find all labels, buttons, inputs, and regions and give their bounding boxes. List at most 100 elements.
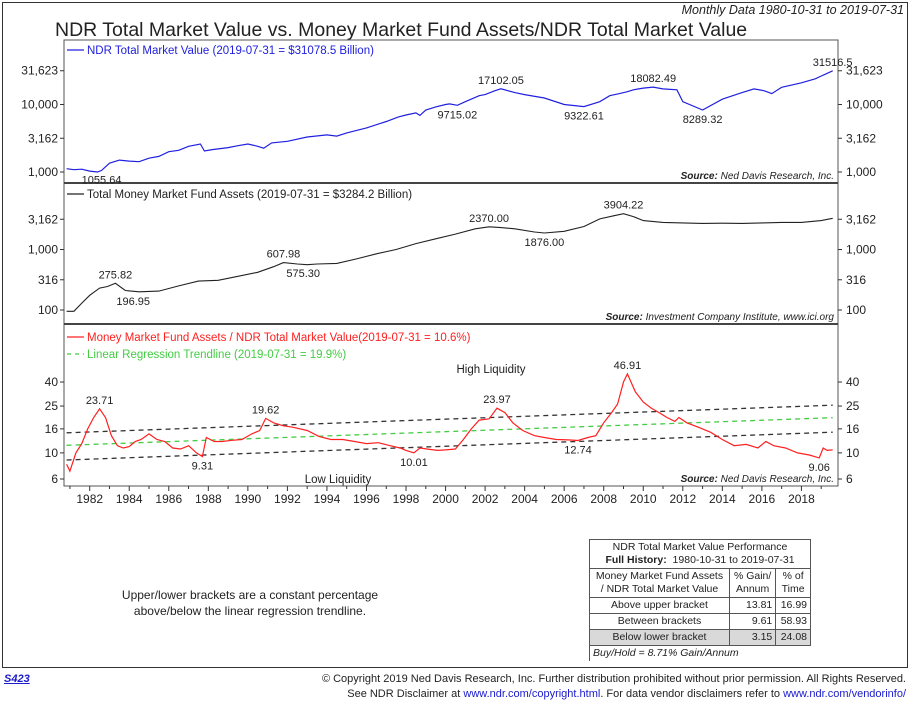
data-label: 275.82	[99, 269, 133, 281]
x-tick-label: 1982	[76, 492, 103, 506]
y-tick-label-left: 10,000	[21, 98, 58, 112]
y-tick-label-right: 3,162	[846, 131, 876, 145]
data-label: 23.97	[483, 394, 511, 406]
perf-table-title: NDR Total Market Value Performance Full …	[589, 539, 811, 569]
bracket-note-line-2: above/below the linear regression trendl…	[133, 604, 367, 618]
x-tick-label: 1984	[116, 492, 143, 506]
y-tick-label-right: 1,000	[846, 165, 876, 179]
y-tick-label-left: 6	[51, 472, 58, 486]
performance-table: NDR Total Market Value Performance Full …	[589, 539, 811, 661]
table-row: Above upper bracket 13.81 16.99	[589, 597, 811, 614]
x-tick-label: 2012	[669, 492, 696, 506]
data-label: 9715.02	[438, 109, 478, 121]
data-label: 2370.00	[469, 213, 509, 225]
y-tick-label-left: 10	[45, 446, 59, 460]
trendline	[66, 417, 833, 446]
y-tick-label-left: 25	[45, 399, 59, 413]
data-label: 31516.5	[813, 57, 853, 69]
perf-row-time: 24.08	[775, 629, 811, 646]
mmf-assets-line	[66, 213, 833, 312]
lower-bracket-line	[66, 431, 833, 461]
perf-history: Full History: 1980-10-31 to 2019-07-31	[593, 554, 807, 567]
panel-2-frame	[63, 182, 839, 325]
y-tick-label-right: 10,000	[846, 98, 883, 112]
x-tick-label: 2010	[630, 492, 657, 506]
chart-frame	[2, 2, 908, 668]
y-tick-label-right: 100	[846, 303, 866, 317]
perf-col1-h2: / NDR Total Market Value	[600, 583, 719, 595]
perf-col2-h2: Annum	[735, 583, 770, 595]
data-label: 9322.61	[564, 111, 604, 123]
y-tick-label-left: 1,000	[28, 243, 58, 257]
perf-row-label: Between brackets	[589, 613, 730, 630]
data-label: 1055.64	[82, 174, 122, 186]
high-liquidity-label: High Liquidity	[456, 364, 525, 376]
chart-title: NDR Total Market Value vs. Money Market …	[55, 19, 748, 41]
chart-code-link[interactable]: S423	[4, 673, 30, 685]
perf-history-range: 1980-10-31 to 2019-07-31	[672, 554, 795, 566]
perf-history-label: Full History:	[605, 554, 667, 566]
data-label: 1876.00	[525, 237, 565, 249]
source-label: Source: Ned Davis Research, Inc.	[681, 474, 834, 485]
chart-subtitle: Monthly Data 1980-10-31 to 2019-07-31	[681, 3, 904, 17]
perf-col3-h2: Time	[781, 583, 805, 595]
x-tick-label: 2018	[788, 492, 815, 506]
x-tick-label: 2014	[709, 492, 736, 506]
ratio-line	[66, 372, 833, 473]
copyright-text: © Copyright 2019 Ned Davis Research, Inc…	[321, 673, 906, 685]
disclaimer-prefix: See NDR Disclaimer at	[347, 688, 464, 700]
x-tick-label: 2004	[511, 492, 538, 506]
y-tick-label-left: 3,162	[28, 212, 58, 226]
x-tick-label: 2016	[749, 492, 776, 506]
x-tick-label: 2008	[590, 492, 617, 506]
vendor-info-link[interactable]: www.ndr.com/vendorinfo/	[783, 688, 906, 700]
data-label: 3904.22	[604, 200, 644, 212]
data-label: 10.01	[400, 457, 428, 469]
perf-row-label: Above upper bracket	[589, 597, 730, 614]
legend-market-value-label: NDR Total Market Value (2019-07-31 = $31…	[87, 45, 374, 57]
x-tick-label: 1996	[353, 492, 380, 506]
x-tick-label: 1998	[393, 492, 420, 506]
x-tick-label: 2000	[432, 492, 459, 506]
data-label: 9.06	[809, 462, 830, 474]
y-tick-label-right: 16	[846, 422, 860, 436]
y-tick-label-right: 3,162	[846, 212, 876, 226]
data-label: 575.30	[286, 268, 320, 280]
y-tick-label-right: 316	[846, 273, 866, 287]
data-label: 17102.05	[478, 75, 524, 87]
copyright-link[interactable]: www.ndr.com/copyright.html	[463, 688, 601, 700]
source-label: Source: Investment Company Institute, ww…	[606, 312, 835, 323]
y-tick-label-left: 316	[38, 273, 58, 287]
perf-col2-h1: % Gain/	[733, 570, 772, 582]
perf-row-gain: 3.15	[728, 629, 777, 646]
y-tick-label-right: 31,623	[846, 64, 883, 78]
perf-row-gain: 13.81	[728, 597, 777, 614]
y-tick-label-left: 40	[45, 375, 59, 389]
y-tick-label-right: 40	[846, 375, 860, 389]
data-label: 607.98	[267, 249, 301, 261]
legend-ratio-label: Money Market Fund Assets / NDR Total Mar…	[87, 332, 471, 344]
disclaimer-mid: . For data vendor disclaimers refer to	[600, 688, 784, 700]
perf-row-label: Below lower bracket	[589, 629, 730, 646]
perf-col-header-time: % of Time	[775, 568, 811, 598]
low-liquidity-label: Low Liquidity	[305, 474, 372, 486]
y-tick-label-right: 10	[846, 446, 860, 460]
perf-title-text: NDR Total Market Value Performance	[612, 541, 788, 553]
perf-row-gain: 9.61	[728, 613, 777, 630]
data-label: 19.62	[252, 404, 280, 416]
market-value-line	[66, 70, 833, 173]
perf-col1-h1: Money Market Fund Assets	[595, 570, 724, 582]
perf-row-time: 58.93	[775, 613, 811, 630]
perf-col-header-ratio: Money Market Fund Assets / NDR Total Mark…	[589, 568, 730, 598]
bracket-note-line-1: Upper/lower brackets are a constant perc…	[121, 588, 379, 602]
data-label: 23.71	[86, 395, 114, 407]
x-tick-label: 1994	[314, 492, 341, 506]
legend-trendline-label: Linear Regression Trendline (2019-07-31 …	[87, 349, 346, 361]
perf-col-header-gain: % Gain/Annum	[728, 568, 777, 598]
table-row: Below lower bracket 3.15 24.08	[589, 629, 811, 646]
y-tick-label-left: 31,623	[21, 64, 58, 78]
source-label: Source: Ned Davis Research, Inc.	[681, 171, 834, 182]
x-tick-label: 1988	[195, 492, 222, 506]
copyright-block: © Copyright 2019 Ned Davis Research, Inc…	[322, 672, 906, 702]
